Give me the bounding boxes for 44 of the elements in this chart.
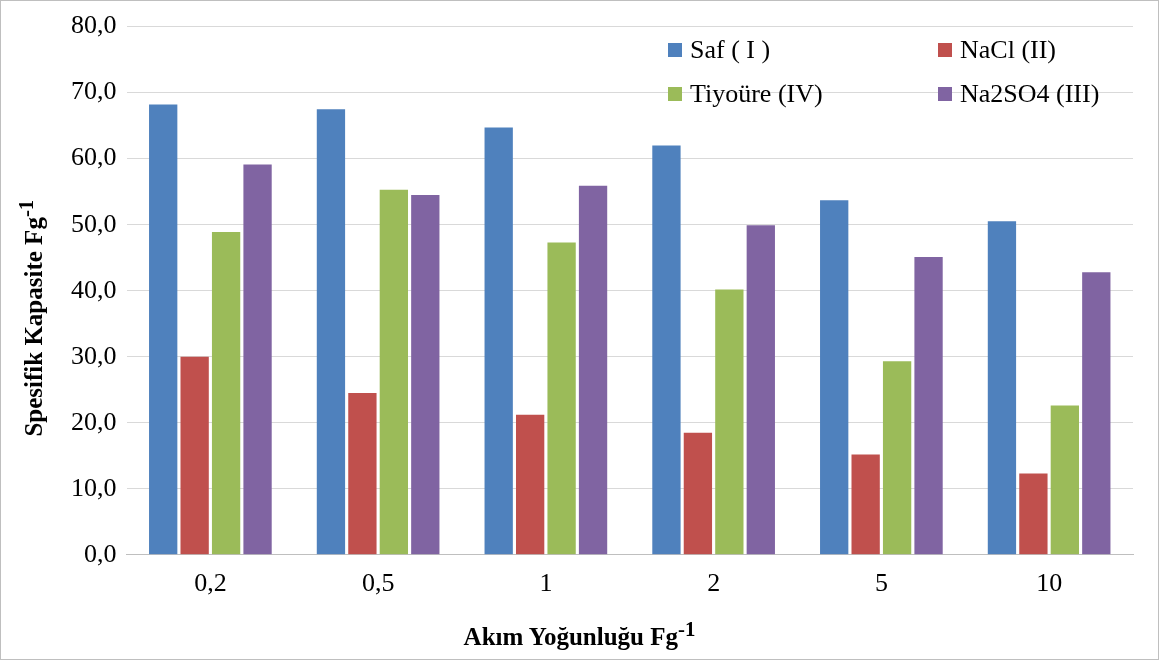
bar — [851, 454, 880, 555]
x-axis-title: Akım Yoğunluğu Fg$^{-1}$ — [462, 617, 697, 652]
y-tick-label: 60,0 — [71, 142, 117, 172]
y-tick-label: 50,0 — [71, 208, 117, 238]
y-tick-label: 0,0 — [84, 538, 117, 568]
x-tick-label: 0,2 — [194, 568, 227, 598]
bar — [379, 189, 409, 555]
bar — [987, 221, 1017, 555]
bar — [516, 414, 545, 555]
bar — [1082, 272, 1111, 555]
bar — [578, 185, 608, 555]
bar — [914, 257, 943, 555]
y-tick-label: 20,0 — [71, 406, 117, 436]
bar — [746, 225, 775, 555]
bar — [348, 393, 377, 555]
bar — [1050, 405, 1080, 555]
bar — [1019, 473, 1048, 555]
x-tick-label: 0,5 — [361, 568, 395, 598]
bar — [484, 127, 513, 555]
bar — [652, 145, 681, 555]
bar — [149, 104, 178, 555]
bar — [547, 242, 576, 555]
bar — [820, 200, 849, 555]
bar — [683, 432, 713, 555]
x-tick-label: 10 — [1036, 568, 1063, 598]
bar — [882, 361, 912, 555]
x-tick-label: 5 — [874, 568, 888, 598]
y-tick-label: 40,0 — [71, 274, 117, 304]
bar — [715, 289, 744, 555]
bar — [180, 356, 209, 555]
bar — [316, 109, 346, 555]
legend-label: Na2SO4 (III) — [960, 78, 1100, 109]
bar — [211, 231, 241, 555]
x-tick-label: 2 — [707, 568, 721, 598]
legend-label: Tiyoüre (IV) — [690, 78, 823, 109]
y-tick-label: 70,0 — [71, 76, 117, 106]
bar — [243, 164, 272, 555]
bar — [411, 194, 440, 555]
y-tick-label: 80,0 — [71, 10, 117, 40]
y-tick-label: 10,0 — [71, 472, 117, 502]
legend-label: Saf ( I ) — [690, 34, 771, 65]
x-tick-label: 1 — [539, 568, 553, 598]
legend-label: NaCl (II) — [960, 34, 1057, 65]
y-tick-label: 30,0 — [71, 340, 117, 370]
